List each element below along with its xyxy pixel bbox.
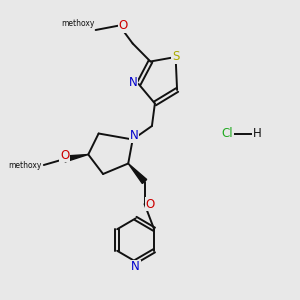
Text: methoxy: methoxy	[8, 160, 41, 169]
Text: N: N	[131, 260, 140, 274]
Text: O: O	[145, 197, 154, 211]
Text: N: N	[129, 76, 138, 89]
Polygon shape	[64, 154, 88, 162]
Text: O: O	[118, 19, 128, 32]
Text: methoxy: methoxy	[61, 19, 94, 28]
Text: O: O	[60, 149, 69, 162]
Text: Cl: Cl	[222, 127, 233, 140]
Polygon shape	[128, 164, 147, 184]
Text: H: H	[253, 127, 261, 140]
Text: S: S	[172, 50, 179, 64]
Text: N: N	[130, 129, 139, 142]
